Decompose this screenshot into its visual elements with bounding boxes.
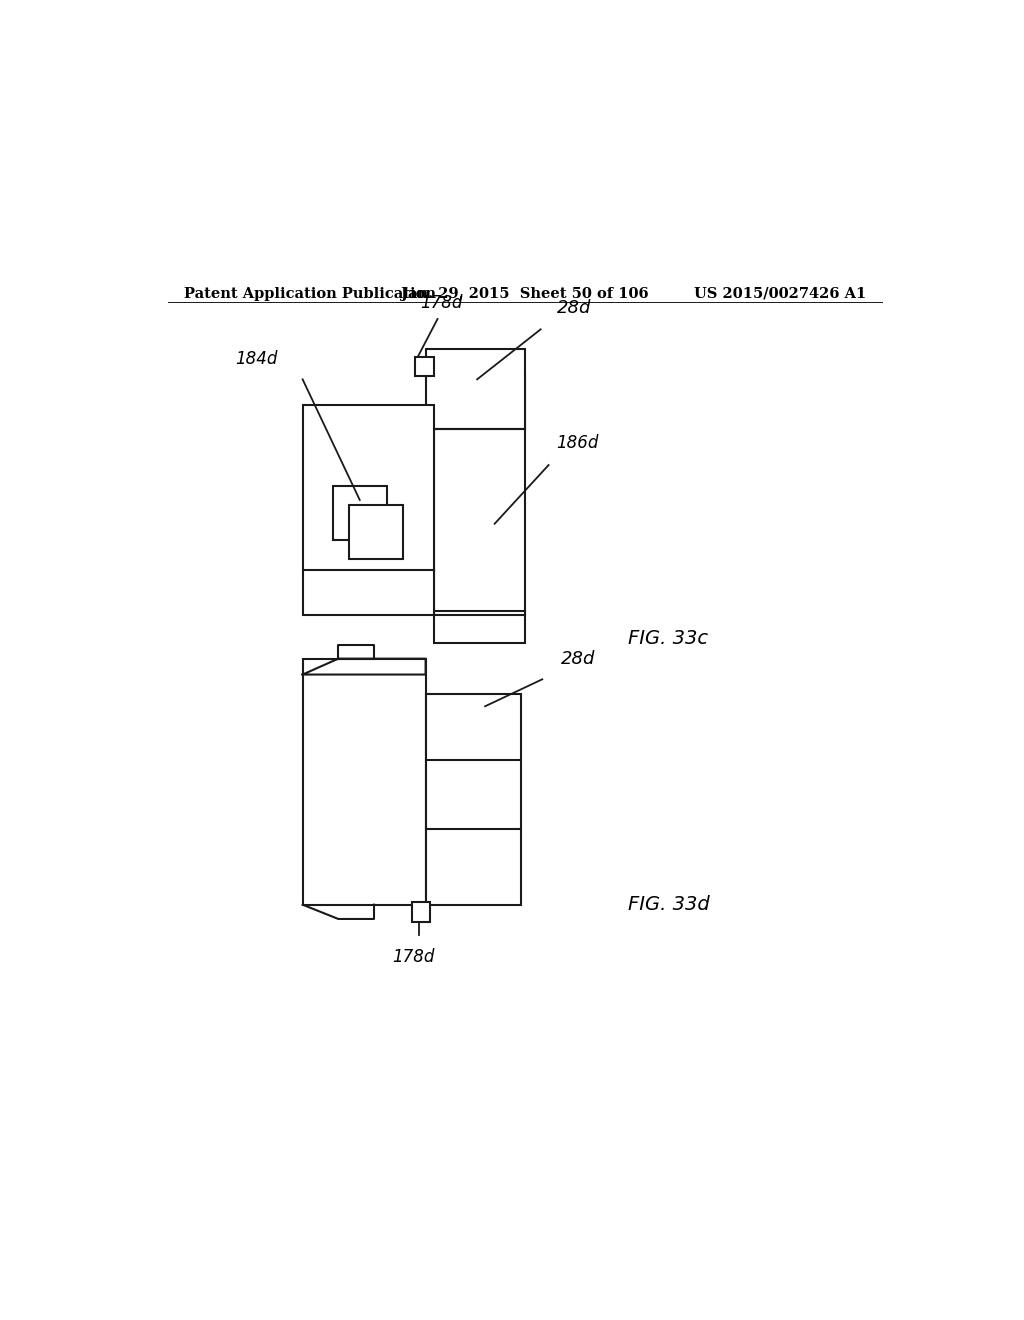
Bar bbox=[303, 659, 426, 904]
Bar bbox=[348, 504, 402, 558]
Bar bbox=[416, 358, 434, 376]
Bar bbox=[433, 374, 524, 615]
Text: Jan. 29, 2015  Sheet 50 of 106: Jan. 29, 2015 Sheet 50 of 106 bbox=[401, 286, 648, 301]
Text: 28d: 28d bbox=[557, 300, 591, 317]
Text: FIG. 33d: FIG. 33d bbox=[628, 895, 710, 915]
Text: FIG. 33c: FIG. 33c bbox=[628, 630, 708, 648]
Text: 178d: 178d bbox=[392, 948, 435, 966]
Bar bbox=[412, 903, 430, 923]
Bar bbox=[303, 570, 433, 615]
Text: 186d: 186d bbox=[557, 434, 599, 453]
Bar bbox=[303, 405, 433, 572]
Bar bbox=[426, 350, 525, 429]
Bar bbox=[426, 694, 521, 904]
Text: US 2015/0027426 A1: US 2015/0027426 A1 bbox=[694, 286, 866, 301]
Text: 28d: 28d bbox=[560, 651, 595, 668]
Bar bbox=[433, 611, 524, 643]
Text: Patent Application Publication: Patent Application Publication bbox=[183, 286, 435, 301]
Text: 178d: 178d bbox=[420, 294, 463, 312]
Bar bbox=[333, 486, 387, 540]
Text: 184d: 184d bbox=[234, 350, 278, 368]
